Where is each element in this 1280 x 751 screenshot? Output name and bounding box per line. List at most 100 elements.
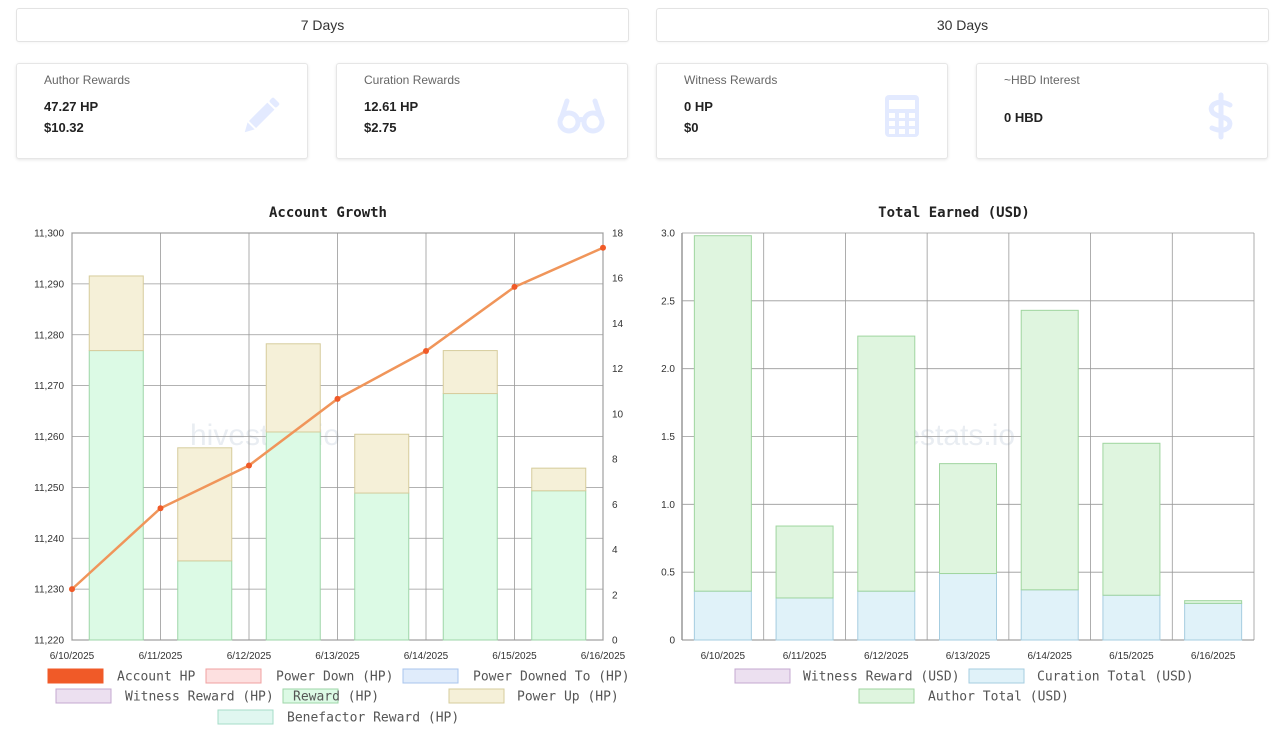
legend-swatch: [55, 688, 112, 704]
legend-swatch: [968, 668, 1025, 684]
legend-swatch: [282, 688, 339, 704]
witness-rewards-card: Witness Rewards 0 HP $0: [656, 63, 948, 159]
x-tick-label: 6/14/2025: [1027, 651, 1072, 662]
point-account-hp: [246, 462, 252, 469]
bar-power-up-hp: [442, 350, 498, 395]
legend-swatch: [734, 668, 791, 684]
card-value-usd: $2.75: [364, 120, 397, 135]
y-tick-label-right: 6: [612, 500, 618, 511]
legend-label: Reward (HP): [293, 690, 379, 705]
legend-label: Power Down (HP): [276, 670, 393, 685]
legend-label: Witness Reward (USD): [803, 670, 960, 685]
bar-author-total: [1184, 600, 1243, 604]
tab-7-days[interactable]: 7 Days: [16, 8, 629, 42]
account-growth-chart: Account Growth hivestats.io 11,22011,230…: [34, 205, 630, 726]
y-tick-label-right: 10: [612, 409, 624, 420]
legend-swatch: [448, 688, 505, 704]
y-tick-label-left: 11,240: [34, 534, 64, 545]
bar-reward-hp: [442, 393, 498, 641]
bar-author-total: [1102, 442, 1161, 596]
card-title: ~HBD Interest: [1004, 73, 1080, 87]
y-tick-label-left: 11,290: [34, 279, 64, 290]
card-value-usd: $10.32: [44, 120, 84, 135]
x-tick-label: 6/16/2025: [581, 651, 626, 662]
legend-swatch: [205, 668, 262, 684]
bar-author-total: [693, 235, 752, 592]
y-tick-label: 0: [669, 636, 675, 647]
y-tick-label-left: 11,270: [34, 381, 64, 392]
chart-title: Total Earned (USD): [878, 205, 1030, 221]
bar-curation-total: [1184, 602, 1243, 641]
y-tick-label-right: 18: [612, 229, 624, 240]
x-tick-label: 6/15/2025: [492, 651, 537, 662]
legend-swatch: [217, 709, 274, 725]
tab-label: 7 Days: [300, 17, 345, 33]
dollar-icon: [1208, 92, 1233, 140]
legend-swatch: [402, 668, 459, 684]
bar-author-total: [775, 525, 834, 599]
x-tick-label: 6/13/2025: [315, 651, 360, 662]
legend-label: Power Up (HP): [517, 690, 619, 705]
legend-label: Benefactor Reward (HP): [287, 711, 459, 726]
x-tick-label: 6/13/2025: [946, 651, 991, 662]
card-title: Curation Rewards: [364, 73, 461, 87]
bar-curation-total: [939, 573, 997, 641]
y-tick-label-left: 11,250: [34, 483, 64, 494]
x-tick-label: 6/11/2025: [139, 651, 183, 662]
y-tick-label-right: 4: [612, 545, 618, 556]
y-tick-label: 1.5: [661, 432, 675, 443]
bar-power-up-hp: [531, 467, 587, 492]
bar-power-up-hp: [88, 275, 144, 352]
x-tick-label: 6/10/2025: [701, 651, 746, 662]
card-value-hp: 12.61 HP: [364, 99, 419, 114]
y-tick-label-right: 0: [612, 636, 618, 647]
legend-label: Author Total (USD): [928, 690, 1069, 705]
bar-curation-total: [775, 597, 834, 641]
curation-rewards-card: Curation Rewards 12.61 HP $2.75: [336, 63, 628, 159]
x-tick-label: 6/12/2025: [227, 651, 272, 662]
card-title: Witness Rewards: [684, 73, 778, 87]
total-earned-chart: Total Earned (USD) hivestats.io 00.51.01…: [661, 205, 1255, 705]
card-value-usd: $0: [684, 120, 699, 135]
author-rewards-card: Author Rewards 47.27 HP $10.32: [16, 63, 308, 159]
bar-author-total: [939, 463, 997, 575]
hbd-interest-card: ~HBD Interest 0 HBD: [976, 63, 1268, 159]
bar-curation-total: [693, 590, 752, 641]
bar-reward-hp: [531, 490, 587, 641]
y-tick-label: 1.0: [661, 500, 675, 511]
legend-label: Account HP: [117, 670, 195, 685]
point-account-hp: [334, 395, 341, 402]
y-tick-label-left: 11,260: [34, 432, 64, 443]
x-tick-label: 6/15/2025: [1109, 651, 1154, 662]
x-tick-label: 6/16/2025: [1191, 651, 1236, 662]
point-account-hp: [511, 283, 518, 290]
bar-curation-total: [857, 590, 916, 641]
legend-label: Power Downed To (HP): [473, 670, 630, 685]
y-tick-label-left: 11,300: [34, 229, 64, 240]
tab-30-days[interactable]: 30 Days: [656, 8, 1269, 42]
bar-curation-total: [1020, 589, 1079, 641]
calculator-icon: [885, 95, 919, 137]
card-value-hp: 0 HP: [684, 99, 713, 114]
tab-label: 30 Days: [936, 17, 989, 33]
legend-swatch: [47, 668, 104, 684]
pencil-icon: [244, 97, 280, 133]
bar-power-up-hp: [354, 433, 410, 494]
glasses-icon: [557, 98, 605, 134]
point-account-hp: [69, 586, 75, 593]
bar-author-total: [1020, 309, 1079, 591]
y-tick-label-left: 11,230: [34, 585, 64, 596]
chart-title: Account Growth: [269, 205, 387, 221]
y-tick-label: 3.0: [661, 229, 675, 240]
y-tick-label: 2.0: [661, 364, 675, 375]
bar-reward-hp: [88, 350, 144, 641]
x-tick-label: 6/11/2025: [783, 651, 827, 662]
card-value-hbd: 0 HBD: [1004, 110, 1044, 125]
y-tick-label-right: 14: [612, 319, 624, 330]
point-account-hp: [423, 348, 429, 355]
y-tick-label-right: 2: [612, 590, 618, 601]
y-tick-label-left: 11,220: [34, 636, 64, 647]
legend-swatch: [858, 688, 915, 704]
bar-author-total: [857, 335, 916, 592]
bar-reward-hp: [354, 492, 410, 641]
